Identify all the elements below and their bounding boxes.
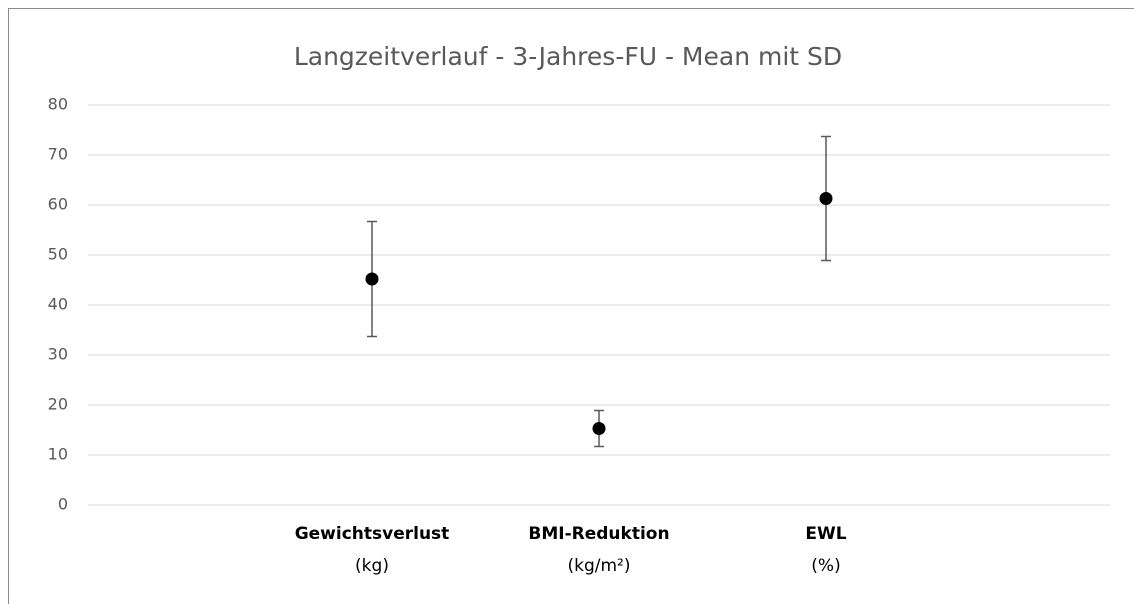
x-tick-label: Gewichtsverlust (295, 524, 450, 544)
y-tick-label: 60 (48, 195, 68, 214)
x-tick-unit: (kg/m²) (567, 556, 630, 576)
chart-border (8, 8, 1134, 604)
y-tick-label: 10 (48, 445, 68, 464)
x-tick-label: EWL (805, 524, 846, 544)
point (592, 422, 606, 435)
x-tick-label: BMI-Reduktion (528, 524, 669, 544)
y-tick-label: 80 (48, 95, 68, 114)
x-tick-unit: (%) (811, 556, 840, 576)
y-tick-label: 30 (48, 345, 68, 364)
y-tick-label: 20 (48, 395, 68, 414)
y-tick-label: 50 (48, 245, 68, 264)
y-tick-label: 40 (48, 295, 68, 314)
y-tick-label: 70 (48, 145, 68, 164)
x-tick-unit: (kg) (355, 556, 389, 576)
point (819, 192, 833, 205)
y-tick-label: 0 (58, 495, 68, 514)
chart-title: Langzeitverlauf - 3-Jahres-FU - Mean mit… (294, 42, 842, 71)
point (365, 272, 379, 286)
